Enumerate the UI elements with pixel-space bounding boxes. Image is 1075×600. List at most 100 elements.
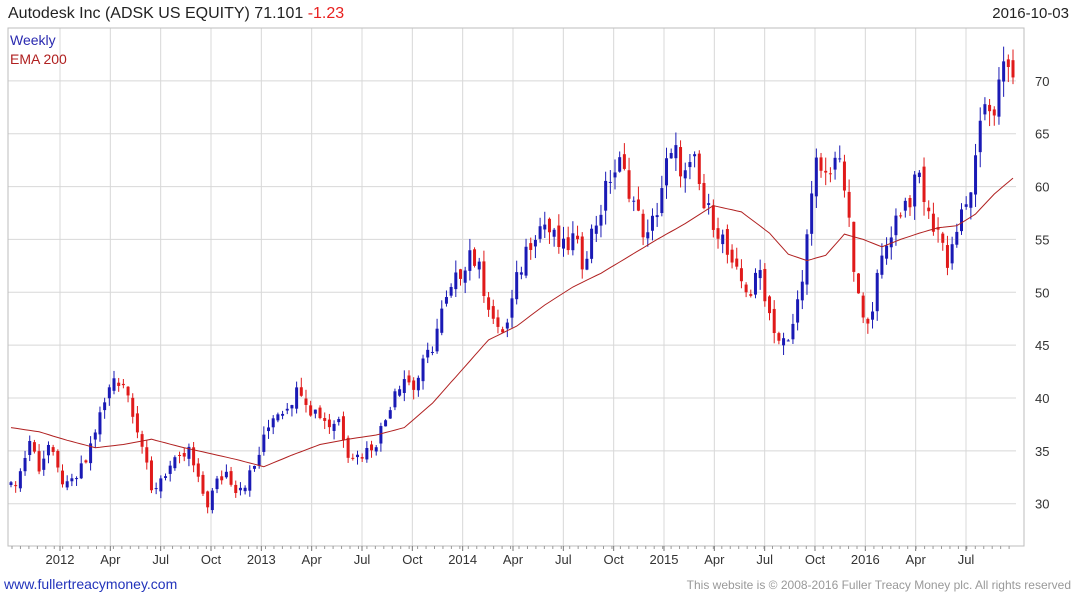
y-tick-label: 55: [1035, 232, 1049, 247]
candle-body: [501, 329, 505, 333]
candle-body: [856, 273, 860, 294]
candle-body: [978, 120, 982, 153]
candle-body: [360, 457, 364, 459]
candle-body: [819, 157, 823, 171]
candle-body: [393, 391, 397, 408]
candle-body: [444, 297, 448, 304]
candle-body: [945, 245, 949, 268]
candle-body: [571, 233, 575, 251]
candle-body: [145, 447, 149, 463]
candle-body: [449, 286, 453, 296]
candle-body: [421, 358, 425, 382]
candle-body: [351, 457, 355, 459]
candle-body: [224, 471, 228, 478]
candle-body: [983, 104, 987, 115]
candle-body: [103, 402, 107, 411]
candle-body: [89, 443, 93, 464]
copyright-notice: This website is © 2008-2016 Fuller Treac…: [686, 578, 1071, 592]
x-tick-label: Jul: [354, 552, 371, 567]
candle-body: [847, 191, 851, 218]
candle-body: [861, 295, 865, 318]
candle-body: [922, 166, 926, 203]
candle-body: [679, 147, 683, 177]
candle-body: [412, 380, 416, 390]
candle-body: [257, 454, 261, 466]
candle-body: [636, 199, 640, 211]
candle-body: [524, 246, 528, 276]
candle-body: [842, 161, 846, 191]
candle-body: [168, 465, 172, 474]
candle-body: [454, 272, 458, 290]
candle-body: [744, 284, 748, 293]
candle-body: [674, 145, 678, 159]
candle-body: [51, 447, 55, 452]
candle-body: [702, 182, 706, 209]
candle-body: [543, 224, 547, 230]
candle-body: [238, 487, 242, 491]
candle-body: [477, 261, 481, 270]
candle-body: [959, 209, 963, 232]
candle-body: [547, 218, 551, 233]
candle-body: [683, 170, 687, 179]
candle-body: [950, 244, 954, 264]
y-tick-label: 60: [1035, 180, 1049, 195]
candle-body: [407, 375, 411, 383]
x-tick-label: Apr: [100, 552, 121, 567]
candle-body: [61, 470, 65, 485]
candle-body: [215, 478, 219, 490]
candle-body: [660, 188, 664, 214]
candle-body: [777, 333, 781, 341]
candle-body: [473, 249, 477, 266]
candle-body: [650, 215, 654, 231]
candle-body: [9, 482, 13, 485]
y-tick-label: 50: [1035, 285, 1049, 300]
candle-body: [782, 338, 786, 346]
x-axis-ticks: 2012 Apr Jul Oct 2013 Apr Jul Oct 2014 Apr Jul Oct 2…: [11, 546, 1010, 567]
candle-body: [707, 203, 711, 205]
candle-body: [262, 434, 266, 452]
candle-body: [992, 109, 996, 116]
x-tick-label: 2013: [247, 552, 276, 567]
candle-body: [796, 299, 800, 323]
candle-body: [529, 243, 533, 250]
candle-body: [1011, 60, 1015, 78]
ema-200-line: [10, 177, 1014, 468]
candle-body: [290, 405, 294, 409]
candle-body: [252, 465, 256, 469]
candle-body: [491, 306, 495, 319]
candle-body: [585, 258, 589, 270]
candle-body: [121, 383, 125, 386]
chart-title: Autodesk Inc (ADSK US EQUITY) 71.101 -1.…: [8, 5, 344, 23]
candle-body: [889, 237, 893, 248]
plot-frame: [7, 27, 1025, 547]
candle-body: [98, 412, 102, 435]
candle-body: [646, 232, 650, 239]
candle-body: [210, 490, 214, 511]
y-tick-label: 45: [1035, 338, 1049, 353]
candle-body: [304, 398, 308, 405]
candle-body: [641, 213, 645, 238]
candle-body: [608, 181, 612, 183]
candle-body: [716, 228, 720, 239]
candle-body: [140, 434, 144, 447]
website-link[interactable]: www.fullertreacymoney.com: [4, 576, 178, 592]
candle-body: [234, 484, 238, 493]
candle-body: [533, 239, 537, 247]
candle-body: [880, 255, 884, 275]
candle-body: [903, 200, 907, 211]
candle-body: [243, 487, 247, 492]
x-tick-label: Oct: [402, 552, 423, 567]
candle-body: [271, 418, 275, 428]
candle-body: [871, 311, 875, 320]
candle-body: [440, 308, 444, 333]
x-tick-label: Apr: [906, 552, 927, 567]
candle-body: [267, 427, 271, 432]
candle-body: [426, 349, 430, 358]
x-tick-label: Oct: [201, 552, 222, 567]
candle-body: [285, 408, 289, 411]
candle-body: [669, 153, 673, 159]
candle-body: [70, 478, 74, 482]
x-tick-label: Oct: [805, 552, 826, 567]
candle-body: [295, 387, 299, 409]
